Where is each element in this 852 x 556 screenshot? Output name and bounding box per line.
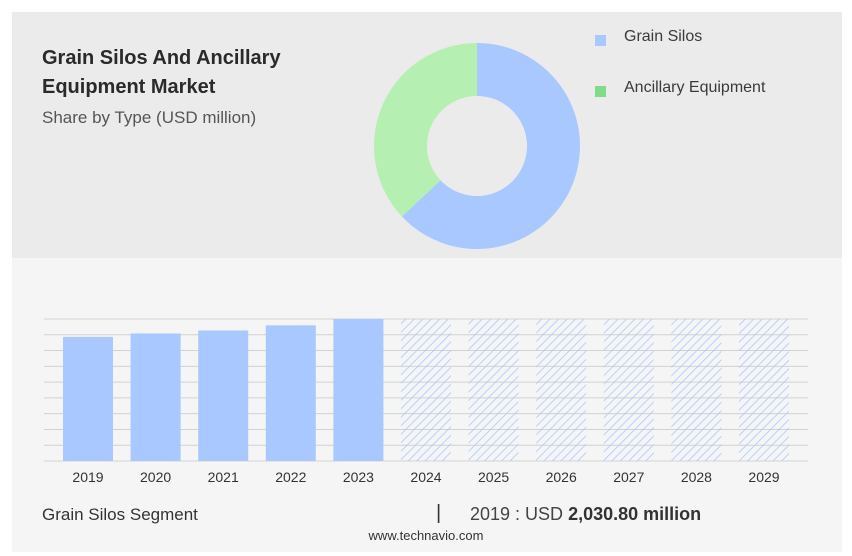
x-tick-label-2021: 2021: [208, 469, 239, 485]
donut-slice-ancillary-equipment: [374, 43, 477, 217]
bar-2020: [130, 333, 181, 461]
x-tick-label-2027: 2027: [613, 469, 644, 485]
x-tick-label-2020: 2020: [140, 469, 171, 485]
legend-swatch-ancillary-equipment: [595, 86, 606, 97]
x-tick-label-2022: 2022: [275, 469, 306, 485]
footer-separator: |: [436, 502, 442, 524]
legend-swatch-grain-silos: [595, 35, 606, 46]
forecast-bar-2026: [536, 319, 587, 461]
donut-slice-grain-silos: [401, 43, 580, 249]
legend-label-grain-silos: Grain Silos: [624, 28, 703, 45]
forecast-bar-2024: [401, 319, 451, 461]
chart-title: Grain Silos And Ancillary Equipment Mark…: [42, 47, 281, 98]
segment-value: 2019 : USD 2,030.80 million: [470, 504, 701, 525]
bar-2019: [63, 336, 113, 461]
forecast-bar-2028: [671, 319, 722, 461]
bar-2023: [333, 319, 384, 461]
x-tick-label-2026: 2026: [546, 469, 577, 485]
segment-value-amount: 2,030.80 million: [568, 504, 702, 524]
x-tick-label-2028: 2028: [681, 469, 712, 485]
bar-2022: [265, 325, 316, 461]
segment-value-prefix: 2019 : USD: [470, 504, 564, 524]
forecast-bar-2029: [739, 319, 789, 461]
forecast-bar-2027: [603, 319, 654, 461]
forecast-bar-2025: [468, 319, 519, 461]
x-tick-label-2029: 2029: [748, 469, 779, 485]
bar-2021: [198, 330, 249, 461]
donut-chart: [374, 43, 580, 249]
chart-subtitle: Share by Type (USD million): [42, 108, 257, 127]
x-tick-label-2025: 2025: [478, 469, 509, 485]
segment-label: Grain Silos Segment: [42, 505, 198, 524]
x-tick-label-2019: 2019: [72, 469, 103, 485]
bar-chart: 2019 2020 2021 2022 2023 2024 2025 2026 2027 2028…: [44, 318, 808, 485]
legend-label-ancillary-equipment: Ancillary Equipment: [624, 79, 766, 96]
x-tick-label-2023: 2023: [343, 469, 374, 485]
top-panel: Grain Silos And Ancillary Equipment Mark…: [12, 12, 842, 258]
website-link[interactable]: www.technavio.com: [368, 528, 484, 543]
x-tick-label-2024: 2024: [410, 469, 441, 485]
